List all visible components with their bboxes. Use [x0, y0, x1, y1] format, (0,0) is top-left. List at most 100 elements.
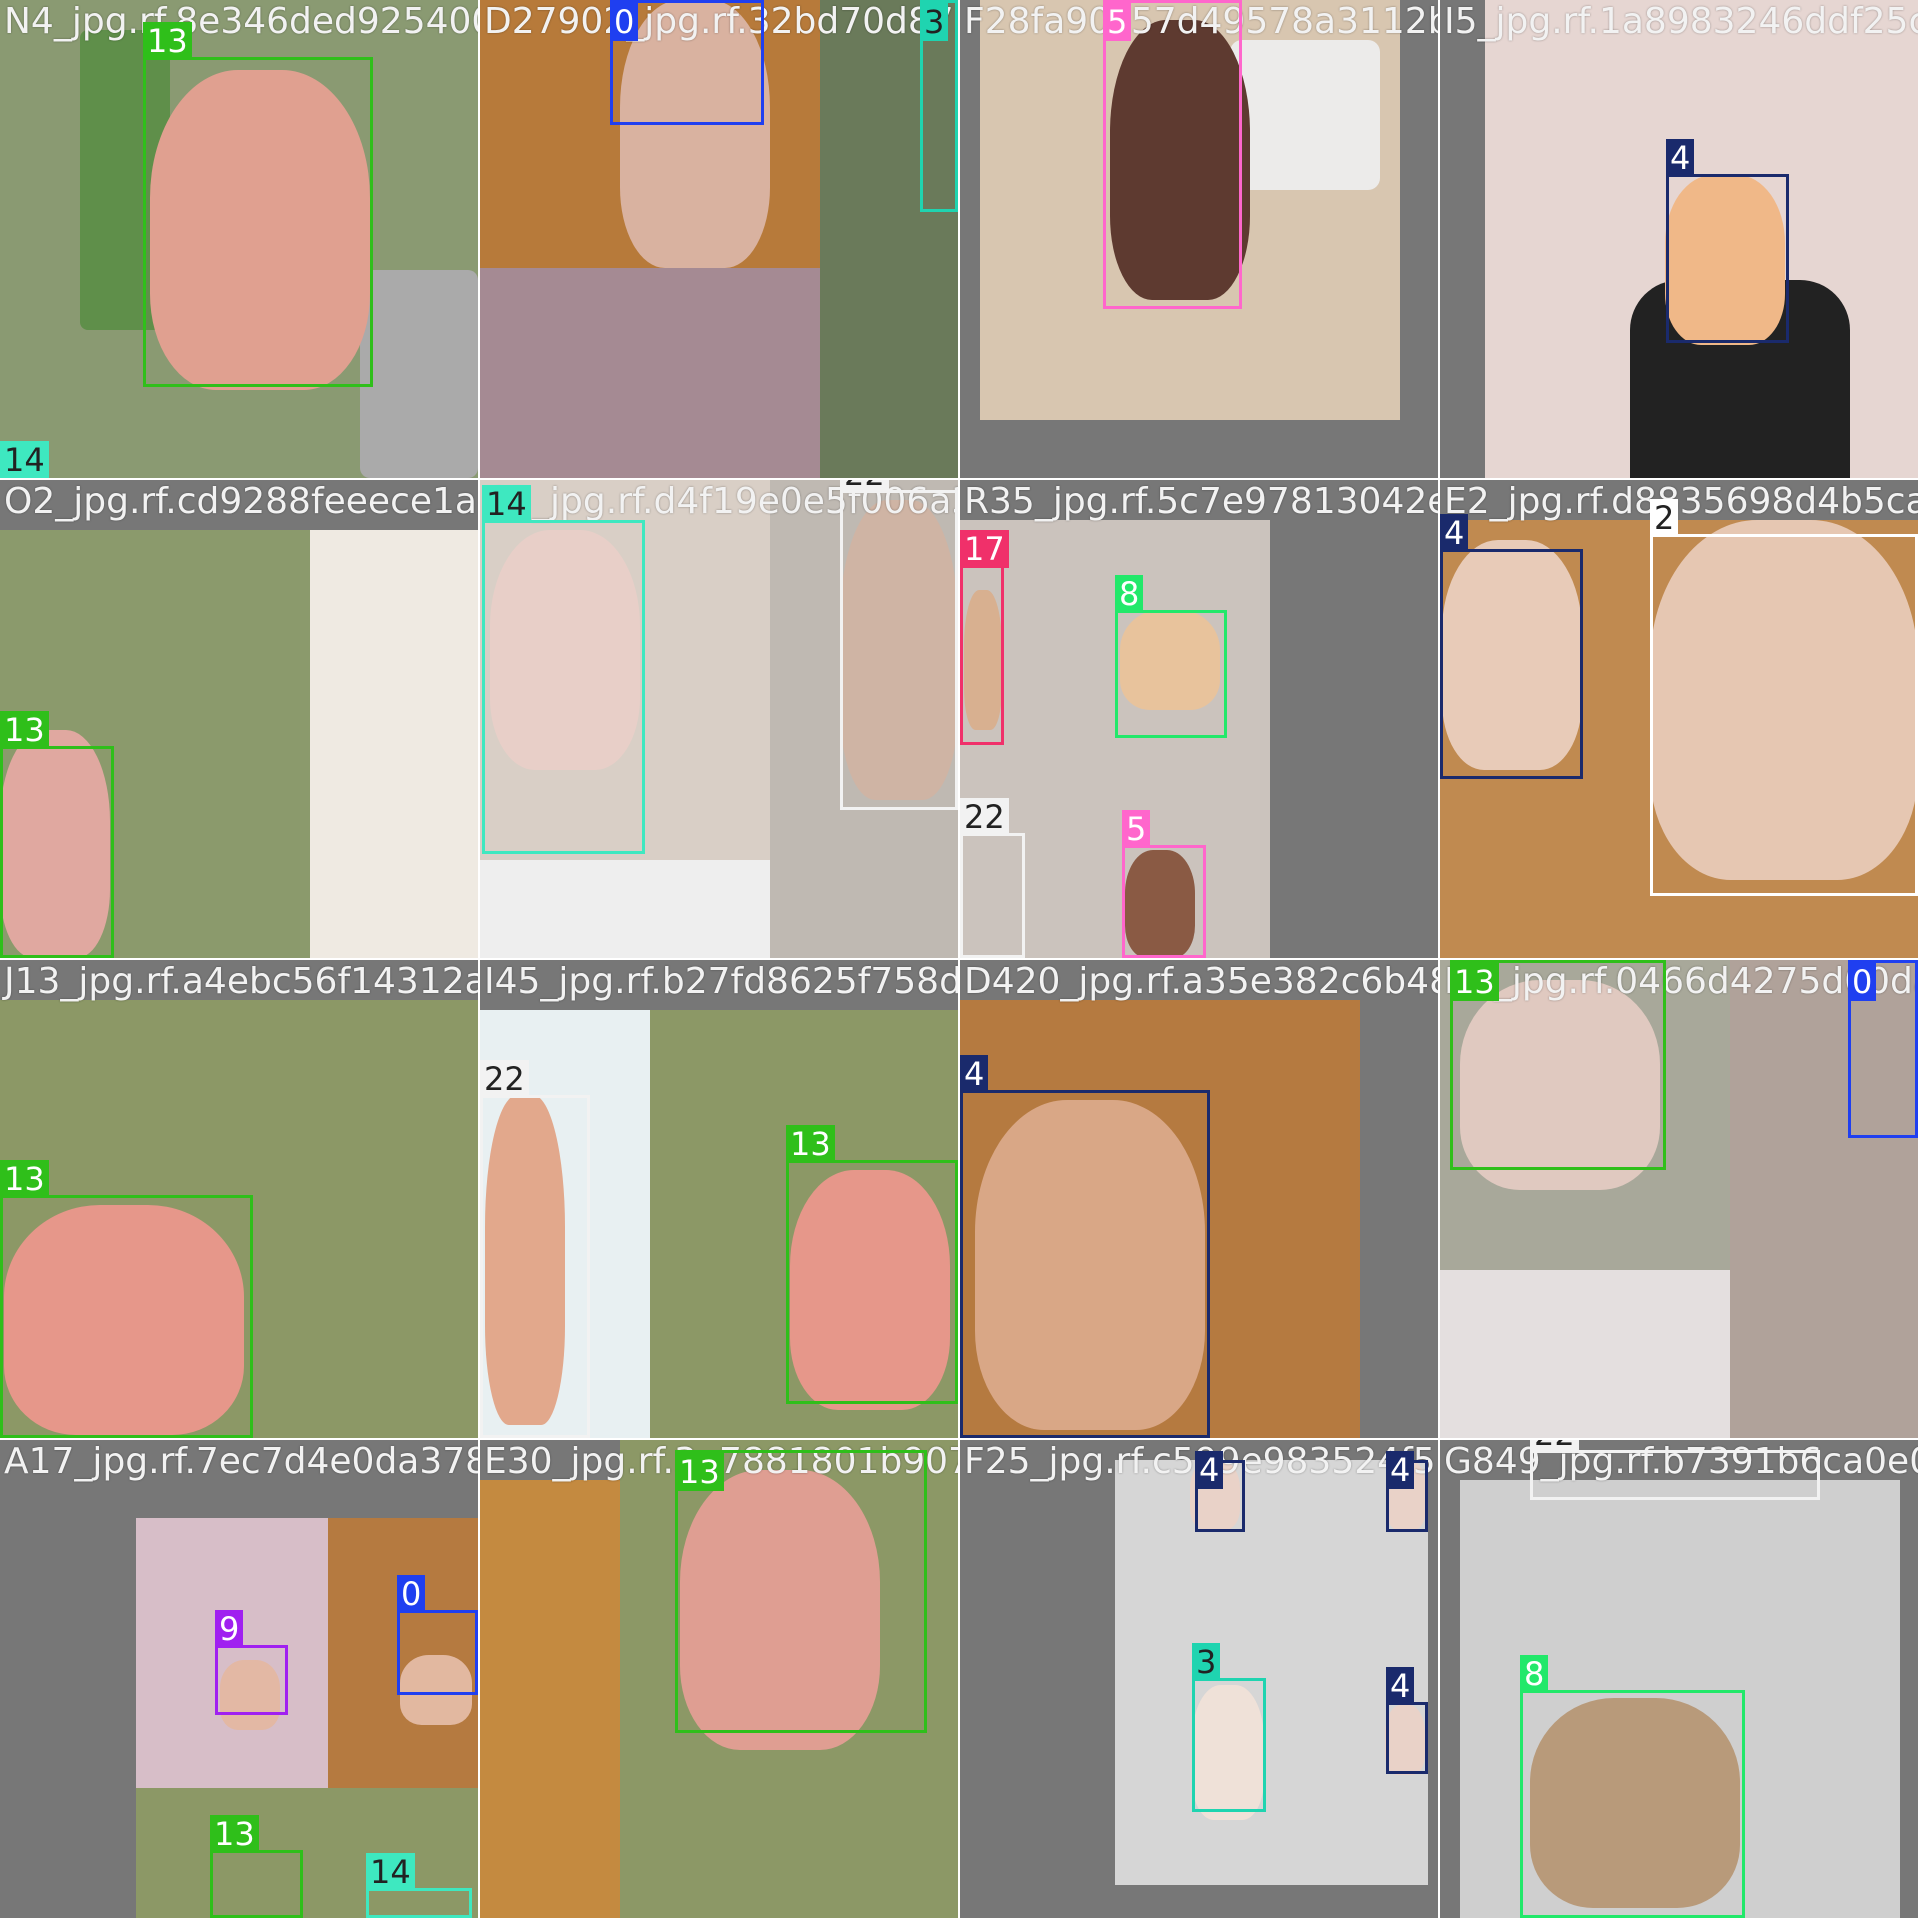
hand	[964, 590, 1002, 730]
detection-box: 3	[920, 0, 958, 212]
hand	[150, 70, 370, 390]
hand	[1665, 175, 1785, 345]
class-label: 14	[482, 485, 531, 523]
class-label: 4	[1440, 514, 1469, 552]
class-label: 22	[480, 1060, 529, 1098]
image-tile: D27902_jpg.rf.32bd70d8735f70a94ba28 0 3	[480, 0, 958, 478]
hand	[975, 1100, 1205, 1430]
class-label: 5	[1103, 3, 1132, 41]
detection-box: 8	[1115, 575, 1227, 738]
hand	[220, 1660, 280, 1730]
image-tile: F25_jpg.rf.c599e983524f5 4 4 3 4	[960, 1440, 1438, 1918]
detection-box: 4	[1386, 1451, 1428, 1532]
detection-box: 22	[1530, 1440, 1820, 1500]
detection-box: 22	[480, 1060, 590, 1438]
background-floor	[480, 1480, 620, 1918]
filename-label: D27902_jpg.rf.32bd70d8735f70a94ba28	[484, 1, 958, 42]
detection-box: 14	[482, 485, 645, 854]
image-tile: J13_jpg.rf.a4ebc56f14312a 13	[0, 960, 478, 1438]
detection-box: 13	[786, 1125, 958, 1404]
image-tile: O2_jpg.rf.cd9288feeece1a83 13	[0, 480, 478, 958]
class-label: 0	[397, 1575, 426, 1613]
detection-box: 17	[960, 530, 1009, 745]
background-floor	[328, 1518, 478, 1788]
filename-label: N4_jpg.rf.8e346ded925400b27902ab70d8	[4, 1, 478, 42]
hand	[1650, 520, 1918, 880]
class-label: 9	[215, 1610, 244, 1648]
detection-box: 0	[610, 0, 764, 125]
image-tile: N2_jpg.rf.0466d4275d00da4f70c 13 0	[1440, 960, 1918, 1438]
class-label: 13	[210, 1815, 259, 1853]
detection-box: 5	[1122, 810, 1206, 958]
hand	[840, 500, 958, 800]
class-label: 0	[1848, 963, 1877, 1001]
detection-box: 3	[1192, 1643, 1266, 1812]
detection-box: 22	[960, 798, 1025, 958]
hand	[1530, 1698, 1740, 1908]
detection-box: 13	[0, 1160, 253, 1438]
detection-box: 13	[675, 1450, 927, 1733]
class-label: 4	[960, 1055, 989, 1093]
image-tile: I45_jpg.rf.b27fd8625f758d609b3 22 13	[480, 960, 958, 1438]
class-label: 13	[786, 1125, 835, 1163]
class-label: 13	[675, 1453, 724, 1491]
filename-label: G849_jpg.rf.b7391b6ca0e03d	[1444, 1441, 1918, 1482]
class-label: 22	[840, 480, 889, 493]
hand	[1110, 20, 1250, 300]
class-label: 13	[0, 1160, 49, 1198]
image-tile: A17_jpg.rf.7ec7d4e0da3783 9 0 13 14	[0, 1440, 478, 1918]
image-tile: N4_jpg.rf.8e346ded925400b27902ab70d8 13 …	[0, 0, 478, 478]
class-label: 22	[1530, 1440, 1579, 1453]
class-label: 17	[960, 530, 1009, 568]
hand	[0, 730, 110, 958]
hand	[1125, 850, 1195, 958]
background-wall	[1440, 1270, 1730, 1438]
background-room	[820, 0, 958, 478]
background-basket	[1230, 40, 1380, 190]
image-tile: R35_jpg.rf.5c7e97813042e4971 17 8 22 5	[960, 480, 1438, 958]
background-door	[310, 530, 478, 958]
filename-label: J13_jpg.rf.a4ebc56f14312a	[4, 961, 478, 1002]
image-tile: E30_jpg.rf.3e7881801b9078e 13	[480, 1440, 958, 1918]
filename-label: A17_jpg.rf.7ec7d4e0da3783	[4, 1441, 478, 1482]
class-label: 22	[960, 798, 1009, 836]
detection-box: 4	[1440, 514, 1583, 779]
class-label: 4	[1386, 1667, 1415, 1705]
detection-box: 22	[840, 480, 958, 810]
image-tile: E2_jpg.rf.d8835698d4b5cad936 4 2	[1440, 480, 1918, 958]
background-wall	[136, 1518, 328, 1788]
background-wall	[480, 268, 820, 478]
detection-box: 5	[1103, 0, 1242, 309]
background-panel	[1115, 1460, 1428, 1885]
filename-label: N2_jpg.rf.0466d4275d00da4f70c	[1444, 961, 1918, 1002]
class-label: 3	[1192, 1643, 1221, 1681]
hand	[1385, 1705, 1425, 1775]
hand	[1192, 1685, 1264, 1820]
filename-label: O2_jpg.rf.cd9288feeece1a83	[4, 481, 478, 522]
image-tile: C5_jpg.rf.d4f19e0e5f006a336a6b3 14 22	[480, 480, 958, 958]
detection-box: 4	[1195, 1451, 1245, 1532]
hand	[1460, 980, 1660, 1190]
hand	[1120, 610, 1220, 710]
detection-box: 13	[210, 1815, 303, 1918]
background-bottom	[480, 860, 770, 958]
class-label: 5	[1122, 810, 1151, 848]
detection-box: 8	[1520, 1655, 1745, 1918]
detection-box: 9	[215, 1610, 288, 1715]
hand	[1442, 540, 1582, 770]
filename-label: D420_jpg.rf.a35e382c6b481ea8	[964, 961, 1438, 1002]
hand	[680, 1470, 880, 1750]
detection-box: 4	[1386, 1667, 1428, 1774]
class-label: 14	[366, 1853, 415, 1891]
detection-box: 13	[0, 711, 114, 958]
filename-label: I45_jpg.rf.b27fd8625f758d609b3	[484, 961, 958, 1002]
arm	[620, 0, 770, 268]
filename-label: R35_jpg.rf.5c7e97813042e4971	[964, 481, 1438, 522]
hand	[485, 1095, 565, 1425]
background-chair	[360, 270, 478, 478]
hand	[490, 530, 640, 770]
class-label: 13	[1450, 963, 1499, 1001]
detection-box: 14	[0, 441, 49, 478]
class-label: 4	[1666, 139, 1695, 177]
